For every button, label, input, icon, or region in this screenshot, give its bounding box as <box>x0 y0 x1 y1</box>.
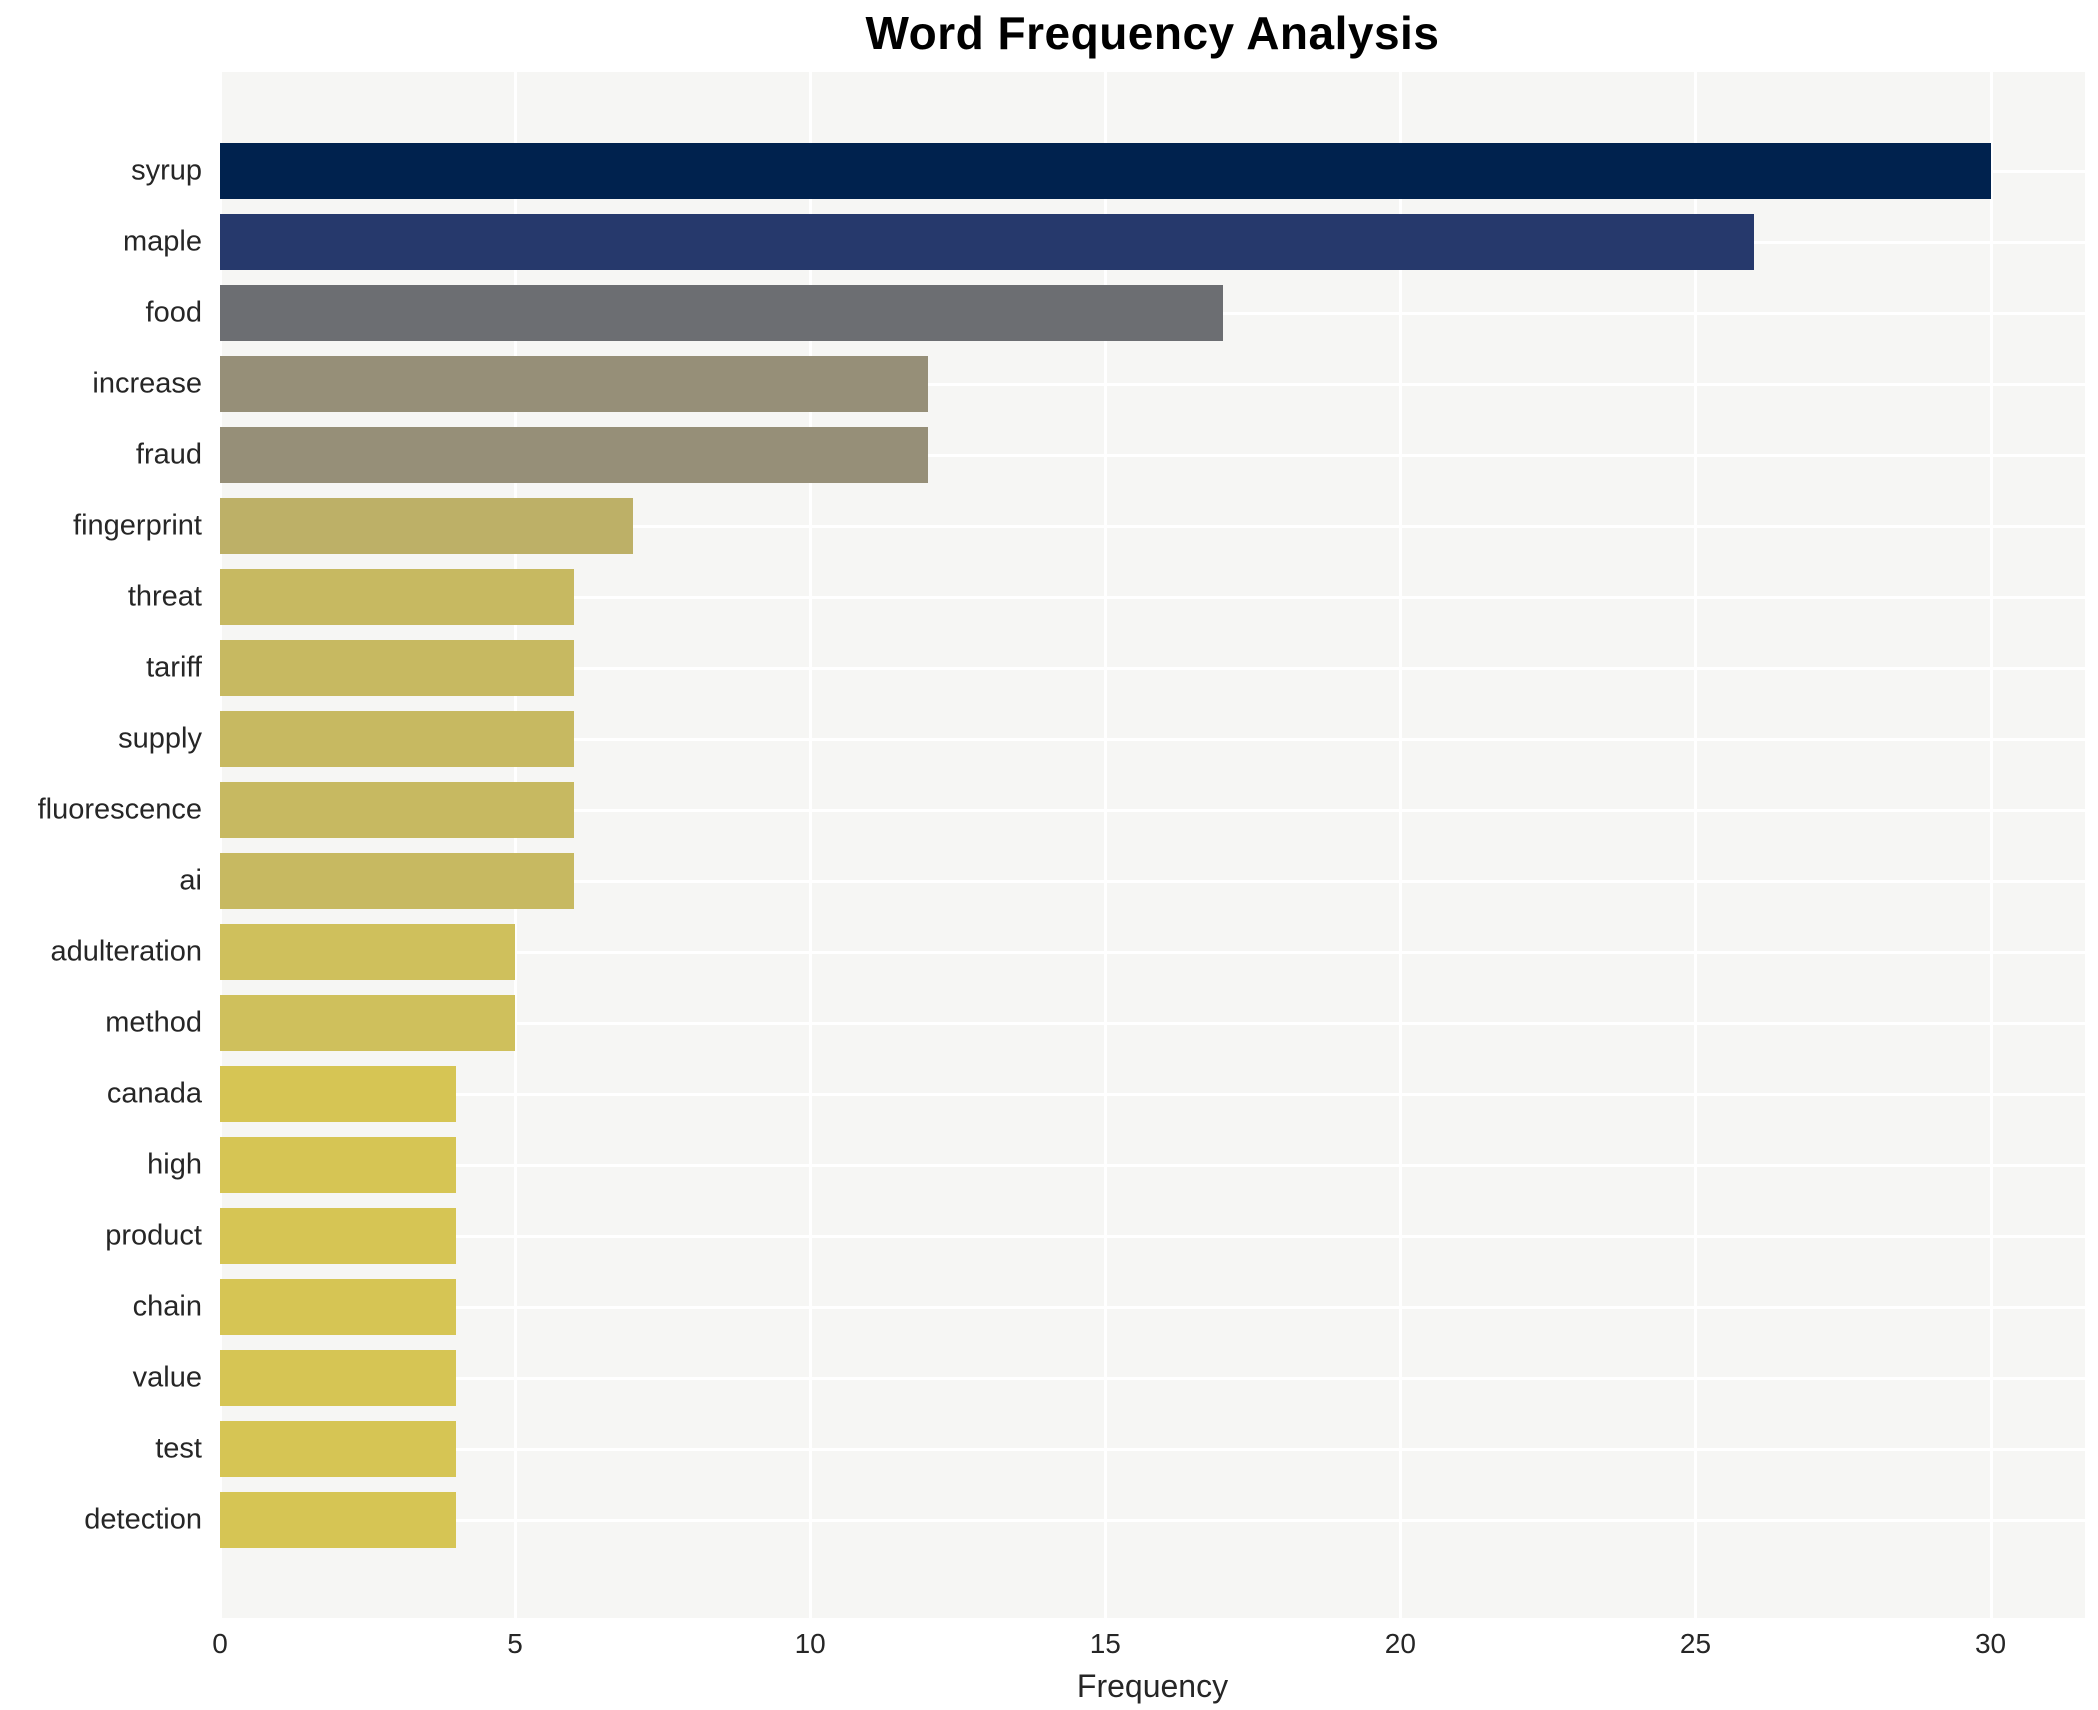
frequency-bar <box>220 923 516 980</box>
bar-row: increase <box>92 348 2085 419</box>
category-label: fluorescence <box>37 793 202 825</box>
frequency-bar <box>220 426 929 483</box>
v-gridline <box>809 72 813 1618</box>
bar-row: threat <box>128 561 2085 632</box>
h-gridline <box>220 737 2085 741</box>
frequency-bar <box>220 1136 457 1193</box>
bar-row: fraud <box>136 419 2085 490</box>
x-tick-label: 25 <box>1679 1628 1712 1659</box>
x-tick-label: 15 <box>1089 1628 1121 1659</box>
category-label: high <box>147 1148 202 1180</box>
h-gridline <box>220 666 2085 670</box>
category-label: food <box>145 296 202 328</box>
bar-row: supply <box>118 703 2085 774</box>
v-gridline <box>219 72 222 1618</box>
category-label: canada <box>106 1077 202 1109</box>
frequency-bar <box>220 710 575 767</box>
frequency-bar <box>220 213 1755 270</box>
frequency-bar <box>220 1207 457 1264</box>
frequency-bar <box>220 1491 457 1548</box>
bar-row: value <box>133 1342 2085 1413</box>
x-tick-label: 0 <box>212 1628 228 1659</box>
h-gridline <box>220 1092 2085 1096</box>
h-gridline <box>220 879 2085 883</box>
category-label: adulteration <box>50 935 202 967</box>
h-gridline <box>220 1163 2085 1167</box>
bar-row: chain <box>133 1271 2085 1342</box>
plot-area: syrup maple food increase fraud fingerpr… <box>38 72 2085 1618</box>
category-label: threat <box>127 580 202 612</box>
frequency-bar <box>220 142 1991 199</box>
h-gridline <box>220 950 2085 954</box>
category-label: maple <box>123 225 202 257</box>
h-gridline <box>220 453 2085 457</box>
h-gridline <box>220 382 2085 386</box>
frequency-bar <box>220 781 575 838</box>
v-gridline <box>514 72 518 1618</box>
category-label: fingerprint <box>73 509 202 541</box>
category-label: chain <box>132 1290 202 1322</box>
bar-row: test <box>155 1413 2085 1484</box>
x-axis-label: Frequency <box>1076 1668 1229 1704</box>
bar-row: syrup <box>131 135 2085 206</box>
x-tick-label: 10 <box>794 1628 826 1659</box>
frequency-bar <box>220 497 634 554</box>
frequency-bar <box>220 1349 457 1406</box>
x-tick-label: 20 <box>1384 1628 1416 1659</box>
bar-row: canada <box>107 1058 2085 1129</box>
h-gridline <box>220 524 2085 528</box>
frequency-bar <box>220 1278 457 1335</box>
category-label: increase <box>92 367 202 399</box>
h-gridline <box>220 1376 2085 1380</box>
bar-rows: syrup maple food increase fraud fingerpr… <box>38 135 2085 1555</box>
category-label: method <box>105 1006 202 1038</box>
category-label: product <box>105 1219 202 1251</box>
category-label: syrup <box>131 154 202 186</box>
frequency-bar <box>220 852 575 909</box>
category-label: test <box>155 1432 202 1464</box>
h-gridline <box>220 595 2085 599</box>
category-label: fraud <box>135 438 202 470</box>
frequency-bar <box>220 568 575 625</box>
v-gridline <box>1399 72 1403 1618</box>
chart-title: Word Frequency Analysis <box>865 7 1440 59</box>
frequency-bar <box>220 355 929 412</box>
bar-row: fluorescence <box>38 774 2085 845</box>
frequency-bar <box>220 1065 457 1122</box>
h-gridline <box>220 1518 2085 1522</box>
bar-row: adulteration <box>50 916 2085 987</box>
x-tick-label: 30 <box>1974 1628 2007 1659</box>
frequency-bar <box>220 1420 457 1477</box>
category-label: tariff <box>146 651 202 683</box>
bar-row: tariff <box>146 632 2085 703</box>
frequency-bar <box>220 639 575 696</box>
h-gridline <box>220 1234 2085 1238</box>
frequency-bar <box>220 284 1224 341</box>
h-gridline <box>220 1305 2085 1309</box>
category-label: value <box>132 1361 202 1393</box>
bar-row: ai <box>179 845 2085 916</box>
bar-row: product <box>105 1200 2085 1271</box>
v-gridline <box>1104 72 1108 1618</box>
bar-row: maple <box>123 206 2085 277</box>
frequency-bar <box>220 994 516 1051</box>
bar-row: food <box>146 277 2085 348</box>
v-gridline <box>1989 72 1993 1618</box>
h-gridline <box>220 808 2085 812</box>
bar-row: high <box>147 1129 2085 1200</box>
x-axis: 0 5 10 15 20 25 30 <box>212 1628 2085 1668</box>
category-label: supply <box>118 722 202 754</box>
bar-row: method <box>105 987 2085 1058</box>
x-tick-label: 5 <box>507 1628 523 1659</box>
bar-row: detection <box>84 1484 2085 1555</box>
category-label: detection <box>84 1503 202 1535</box>
h-gridline <box>220 1447 2085 1451</box>
category-label: ai <box>179 864 202 896</box>
v-gridline <box>1694 72 1698 1618</box>
h-gridline <box>220 1021 2085 1025</box>
bar-row: fingerprint <box>73 490 2085 561</box>
